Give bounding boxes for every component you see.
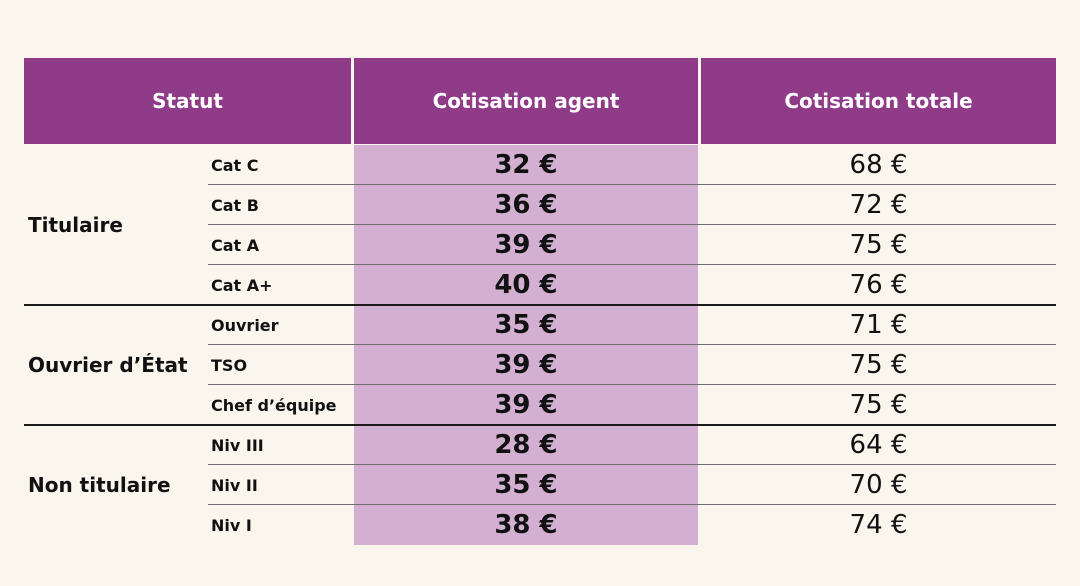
- row-divider: [208, 504, 1056, 505]
- table-row: Ouvrier 35 € 71 €: [24, 305, 1056, 345]
- row-divider: [208, 464, 1056, 465]
- group-label: Non titulaire: [28, 473, 171, 497]
- row-cotisation-totale: 75 €: [849, 390, 908, 420]
- row-cotisation-totale: 74 €: [849, 510, 908, 540]
- row-category: Cat A: [211, 235, 260, 255]
- table-row: Cat A+ 40 € 76 €: [24, 265, 1056, 305]
- row-category: Niv II: [211, 475, 258, 495]
- header-cotisation-totale: Cotisation totale: [701, 58, 1056, 144]
- row-cotisation-agent: 35 €: [494, 470, 558, 500]
- row-category: Cat B: [211, 195, 259, 215]
- row-cotisation-agent: 39 €: [494, 390, 558, 420]
- group-label: Titulaire: [28, 213, 123, 237]
- row-cotisation-totale: 75 €: [849, 230, 908, 260]
- row-divider: [208, 224, 1056, 225]
- row-category: Cat A+: [211, 275, 273, 295]
- table-row: Niv III 28 € 64 €: [24, 425, 1056, 465]
- row-category: Niv I: [211, 515, 252, 535]
- row-cotisation-totale: 72 €: [849, 190, 908, 220]
- group-divider: [24, 304, 1056, 306]
- row-cotisation-agent: 32 €: [494, 150, 558, 180]
- table-row: Niv I 38 € 74 €: [24, 505, 1056, 545]
- table-row: Cat C 32 € 68 €: [24, 145, 1056, 185]
- row-cotisation-totale: 75 €: [849, 350, 908, 380]
- table-row: Cat A 39 € 75 €: [24, 225, 1056, 265]
- table-row: Chef d’équipe 39 € 75 €: [24, 385, 1056, 425]
- table-row: TSO 39 € 75 €: [24, 345, 1056, 385]
- header-cotisation-agent: Cotisation agent: [354, 58, 698, 144]
- row-divider: [208, 344, 1056, 345]
- row-cotisation-agent: 38 €: [494, 510, 558, 540]
- agent-column-highlight: [354, 145, 698, 545]
- table-row: Niv II 35 € 70 €: [24, 465, 1056, 505]
- row-cotisation-totale: 76 €: [849, 270, 908, 300]
- table-row: Cat B 36 € 72 €: [24, 185, 1056, 225]
- group-label: Ouvrier d’État: [28, 353, 188, 377]
- row-cotisation-totale: 64 €: [849, 430, 908, 460]
- row-cotisation-agent: 40 €: [494, 270, 558, 300]
- group-divider: [24, 424, 1056, 426]
- row-cotisation-totale: 70 €: [849, 470, 908, 500]
- row-cotisation-agent: 39 €: [494, 230, 558, 260]
- row-cotisation-agent: 36 €: [494, 190, 558, 220]
- row-cotisation-agent: 28 €: [494, 430, 558, 460]
- row-cotisation-agent: 39 €: [494, 350, 558, 380]
- row-divider: [208, 384, 1056, 385]
- row-cotisation-totale: 68 €: [849, 150, 908, 180]
- row-category: Cat C: [211, 155, 259, 175]
- row-category: Niv III: [211, 435, 264, 455]
- row-cotisation-agent: 35 €: [494, 310, 558, 340]
- row-category: Ouvrier: [211, 315, 279, 335]
- row-divider: [208, 184, 1056, 185]
- row-category: TSO: [211, 355, 248, 375]
- row-category: Chef d’équipe: [211, 395, 337, 415]
- header-statut: Statut: [24, 58, 351, 144]
- row-divider: [208, 264, 1056, 265]
- row-cotisation-totale: 71 €: [849, 310, 908, 340]
